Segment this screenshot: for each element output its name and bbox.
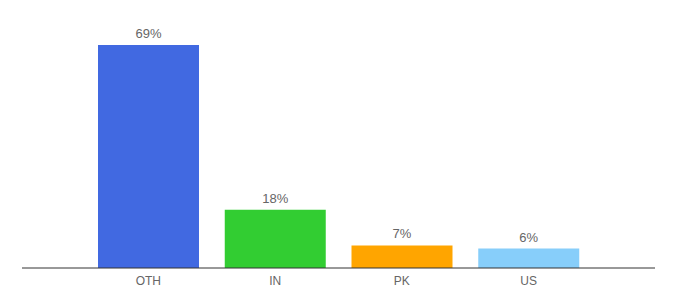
svg-text:PK: PK bbox=[394, 274, 410, 288]
svg-text:18%: 18% bbox=[262, 191, 288, 206]
svg-text:IN: IN bbox=[269, 274, 281, 288]
svg-text:69%: 69% bbox=[135, 26, 161, 41]
svg-text:OTH: OTH bbox=[136, 274, 161, 288]
svg-text:6%: 6% bbox=[519, 230, 538, 245]
svg-text:US: US bbox=[520, 274, 537, 288]
svg-text:7%: 7% bbox=[393, 226, 412, 241]
